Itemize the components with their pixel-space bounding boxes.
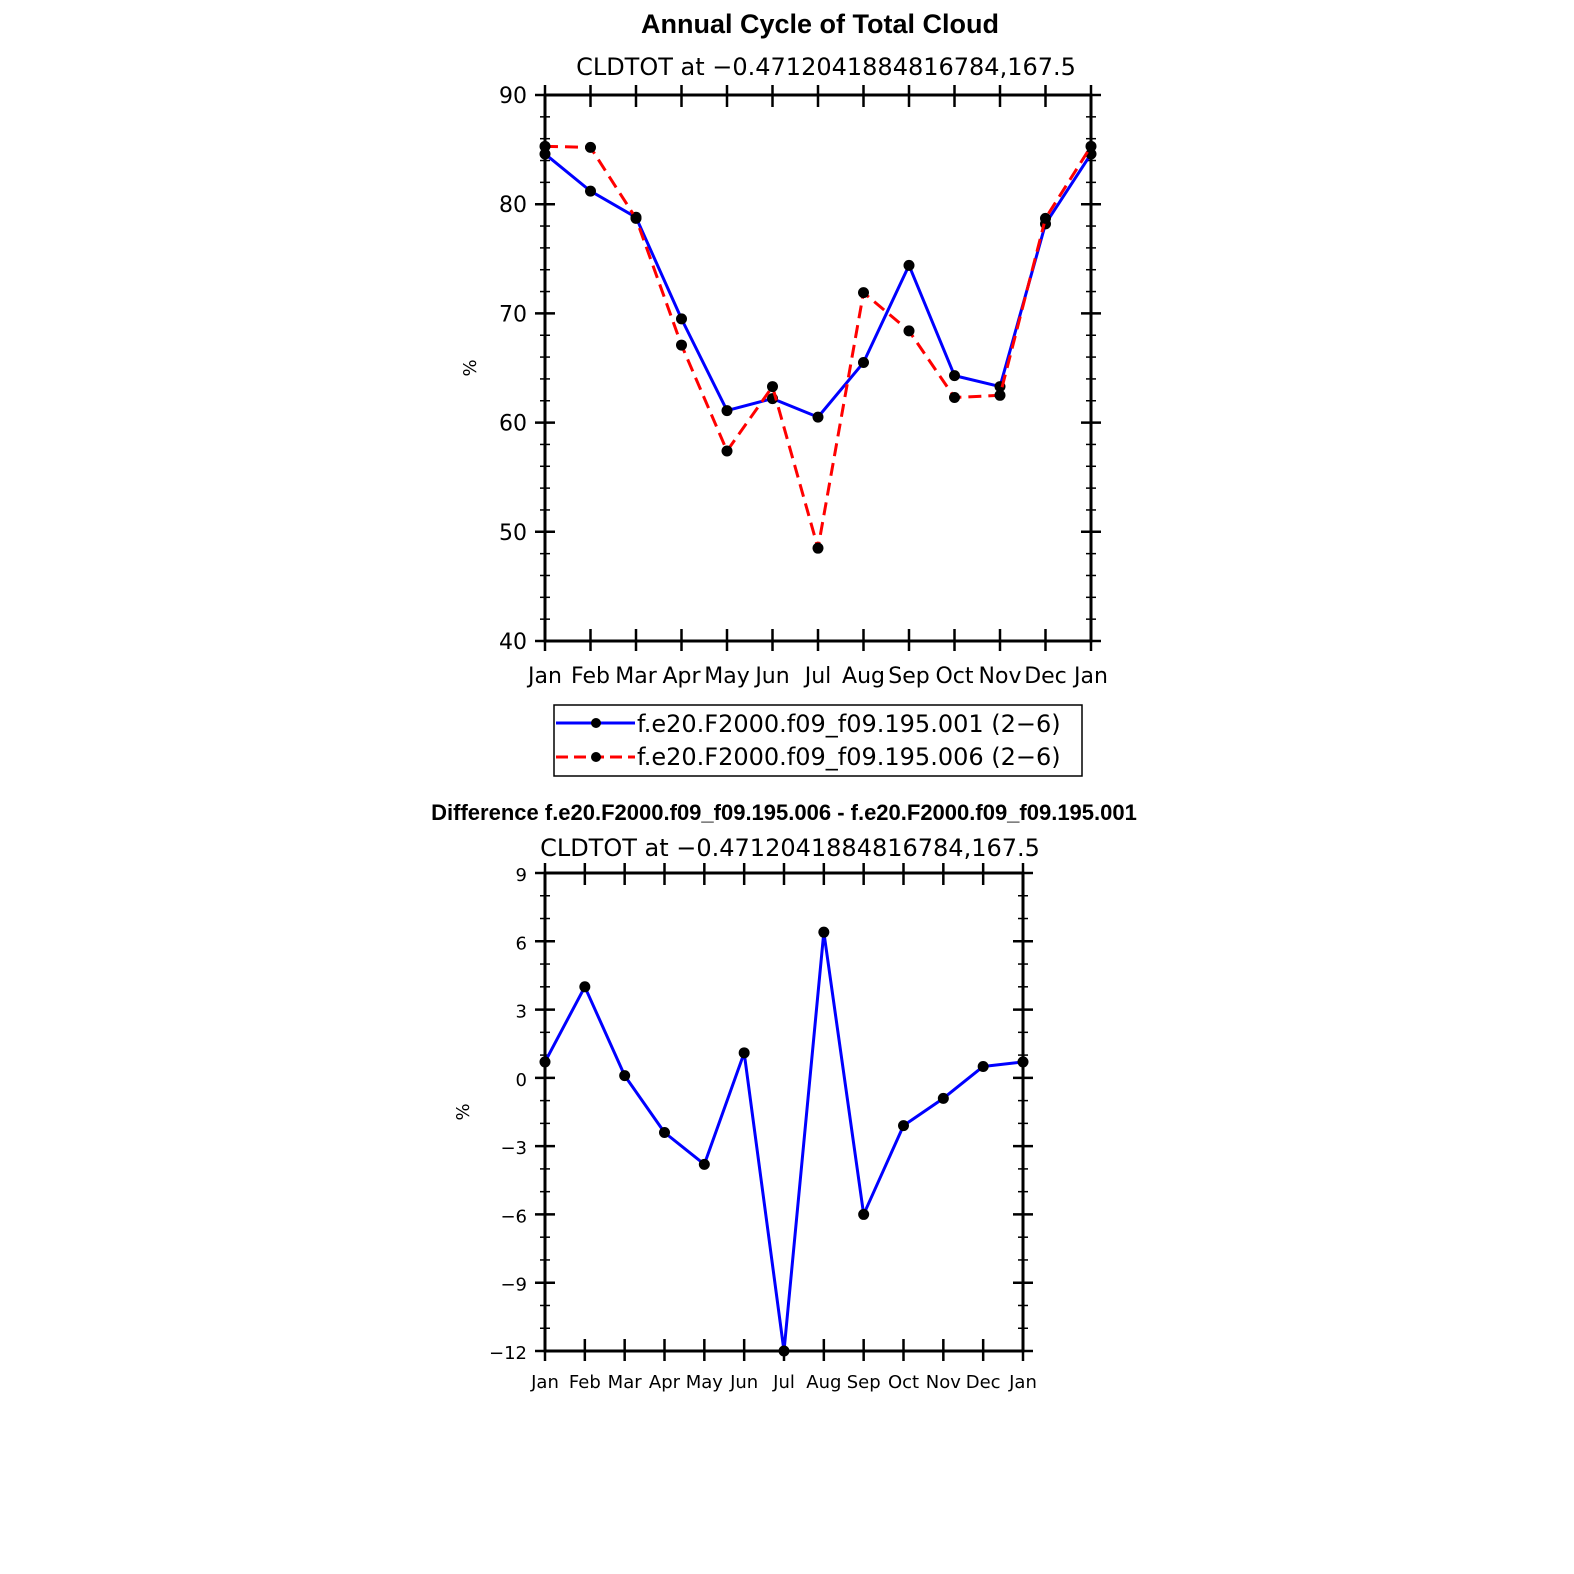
series-2-point-aug: [858, 287, 869, 299]
series-2-point-jul: [812, 542, 824, 554]
legend-marker-series-1: [591, 718, 601, 728]
series-2-point-jun: [767, 381, 778, 393]
y-tick-label: 3: [516, 1002, 527, 1023]
series-1-point-apr: [676, 313, 687, 325]
x-tick-label-oct: Oct: [888, 1372, 919, 1393]
x-tick-label-feb: Feb: [571, 664, 610, 689]
x-tick-label-sep: Sep: [888, 664, 929, 689]
legend-box: [553, 704, 1083, 777]
annual-cycle-chart: Annual Cycle of Total Cloud CLDTOT at −0…: [460, 9, 1108, 777]
legend-label-series-1: f.e20.F2000.f09_f09.195.001 (2−6): [637, 710, 1061, 738]
difference-title: Difference f.e20.F2000.f09_f09.195.006 -…: [431, 800, 1137, 825]
x-tick-label-jul: Jul: [803, 664, 832, 689]
y-tick-label: 80: [499, 193, 527, 218]
series-1-point-feb: [585, 185, 596, 197]
series-2-point-dec: [1040, 212, 1051, 224]
x-tick-label-jun: Jun: [729, 1372, 758, 1393]
x-tick-label-apr: Apr: [662, 664, 701, 689]
x-tick-label-sep: Sep: [847, 1372, 881, 1393]
series-2-point-sep: [903, 325, 915, 337]
annual-cycle-series: [539, 140, 1097, 554]
x-tick-label-oct: Oct: [935, 664, 973, 689]
x-tick-label-apr: Apr: [649, 1372, 681, 1393]
y-tick-label: 6: [516, 933, 527, 954]
y-tick-label: 70: [499, 302, 527, 327]
series-1-point-nov: [937, 1092, 949, 1104]
series-2-point-mar: [630, 212, 642, 224]
series-1-point-oct: [949, 370, 960, 382]
series-2-point-oct: [949, 391, 960, 403]
x-tick-label-aug: Aug: [806, 1372, 841, 1393]
x-tick-label-nov: Nov: [979, 664, 1022, 689]
x-tick-label-jan: Jan: [530, 1372, 559, 1393]
series-1-point-feb: [579, 981, 591, 993]
difference-chart: Difference f.e20.F2000.f09_f09.195.006 -…: [431, 800, 1137, 1393]
annual-cycle-legend: f.e20.F2000.f09_f09.195.001 (2−6) f.e20.…: [553, 704, 1083, 777]
y-tick-label: 90: [499, 84, 527, 109]
y-tick-label: −3: [500, 1138, 527, 1159]
series-1-point-sep: [903, 259, 915, 271]
x-tick-label-feb: Feb: [569, 1372, 601, 1393]
x-tick-label-jun: Jun: [753, 664, 789, 689]
annual-cycle-y-axis-label: %: [460, 359, 481, 376]
y-tick-label: 0: [516, 1070, 527, 1091]
annual-cycle-title: Annual Cycle of Total Cloud: [641, 9, 999, 39]
series-1-point-aug: [818, 926, 830, 938]
y-tick-label: 9: [516, 865, 527, 886]
series-1-point-apr: [659, 1126, 670, 1138]
x-tick-label-aug: Aug: [842, 664, 885, 689]
difference-plot-frame: [543, 871, 1025, 1353]
difference-y-axis-label: %: [453, 1103, 474, 1120]
legend-marker-series-2: [591, 752, 601, 762]
series-1-point-jun: [738, 1047, 750, 1059]
annual-cycle-subtitle: CLDTOT at −0.4712041884816784,167.5: [576, 53, 1076, 81]
y-tick-label: −6: [500, 1206, 527, 1227]
difference-subtitle: CLDTOT at −0.4712041884816784,167.5: [540, 834, 1040, 862]
series-2-point-feb: [585, 141, 596, 153]
annual-cycle-plot-frame: [543, 93, 1093, 643]
series-1-point-dec: [977, 1060, 989, 1072]
y-tick-label: −9: [500, 1275, 527, 1296]
series-1-point-mar: [619, 1070, 631, 1082]
series-2-point-nov: [994, 389, 1006, 401]
x-tick-label-jul: Jul: [772, 1372, 795, 1393]
x-tick-label-jan: Jan: [526, 664, 562, 689]
series-2-point-apr: [676, 339, 687, 351]
difference-x-tick-labels: Jan Feb Mar Apr May Jun Jul Aug Sep Oct Nov Dec Jan: [530, 1372, 1037, 1393]
series-1-point-oct: [898, 1120, 909, 1132]
annual-cycle-x-tick-labels: Jan Feb Mar Apr May Jun Jul Aug Sep Oct Nov Dec Jan: [526, 664, 1108, 689]
x-tick-label-nov: Nov: [926, 1372, 961, 1393]
x-tick-label-mar: Mar: [608, 1372, 643, 1393]
series-1-point-jul: [812, 411, 824, 423]
x-tick-label-jan: Jan: [1072, 664, 1108, 689]
series-1-point-may: [698, 1158, 710, 1170]
y-tick-label: −12: [489, 1343, 527, 1364]
y-tick-label: 50: [499, 521, 527, 546]
series-1-point-may: [721, 405, 733, 417]
series-1-point-aug: [858, 357, 869, 369]
series-1-point-sep: [858, 1208, 870, 1220]
difference-y-tick-labels: −12 −9 −6 −3 0 3 6 9: [489, 865, 527, 1364]
legend-label-series-2: f.e20.F2000.f09_f09.195.006 (2−6): [637, 743, 1061, 771]
y-tick-label: 60: [499, 412, 527, 437]
y-tick-label: 40: [499, 630, 527, 655]
x-tick-label-mar: Mar: [615, 664, 657, 689]
annual-cycle-y-tick-labels: 40 50 60 70 80 90: [499, 84, 527, 655]
x-tick-label-dec: Dec: [966, 1372, 1001, 1393]
x-tick-label-dec: Dec: [1024, 664, 1067, 689]
x-tick-label-may: May: [686, 1372, 724, 1393]
x-tick-label-may: May: [704, 664, 749, 689]
series-2-point-may: [721, 445, 733, 457]
x-tick-label-jan: Jan: [1008, 1372, 1037, 1393]
